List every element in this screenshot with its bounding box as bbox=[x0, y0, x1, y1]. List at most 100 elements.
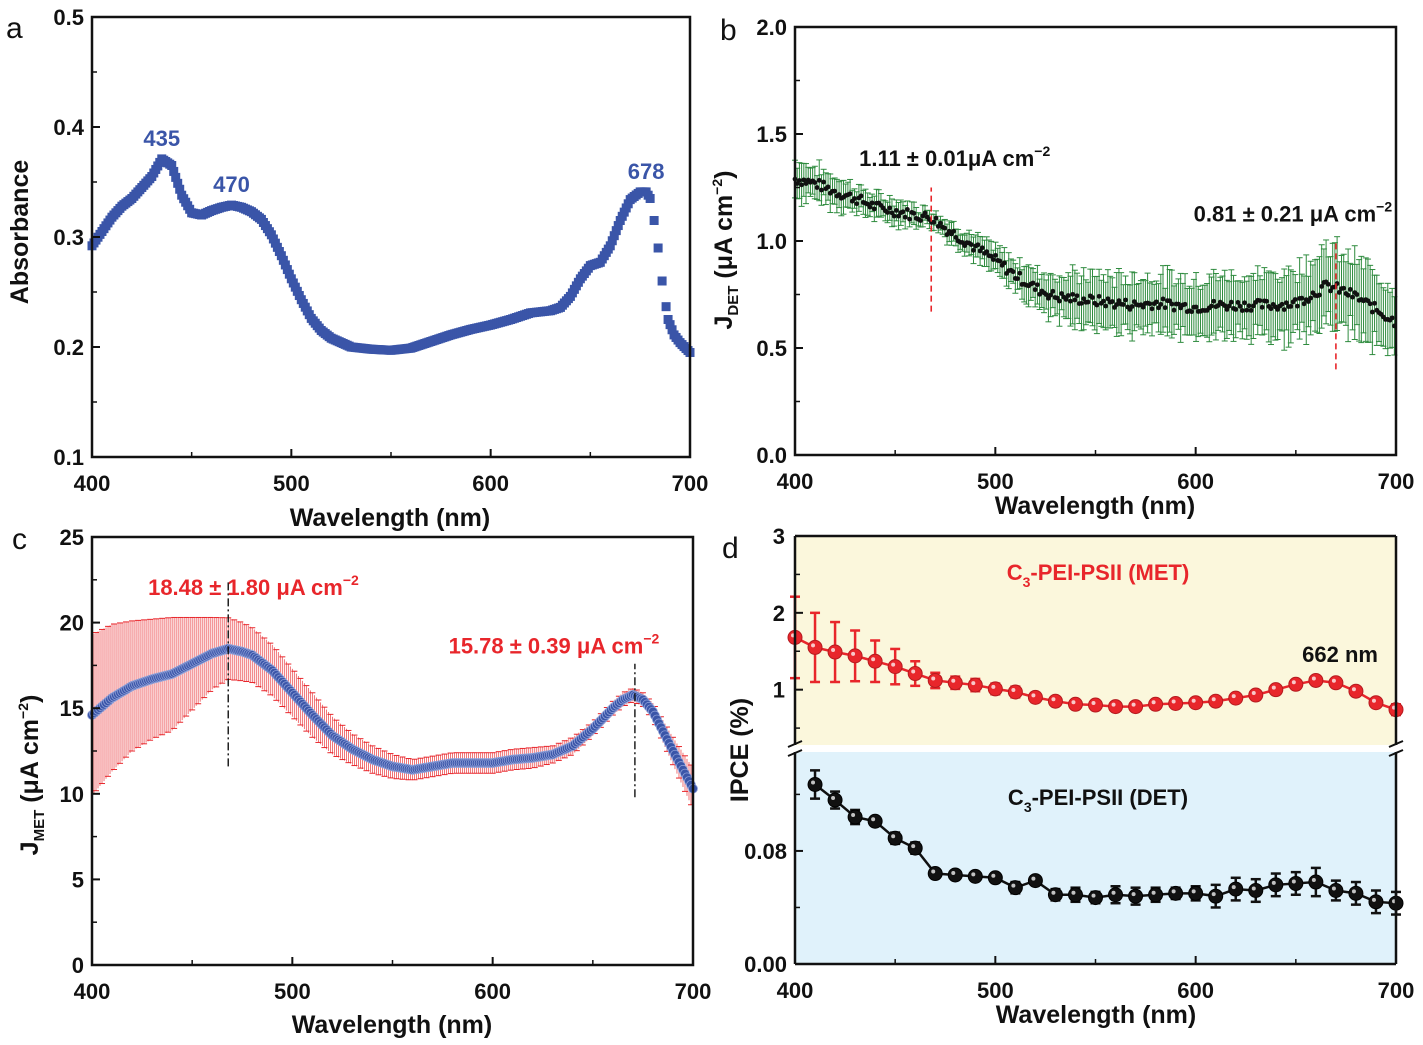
data-point bbox=[990, 257, 996, 263]
data-point bbox=[867, 813, 883, 829]
panel-letter-b: b bbox=[720, 14, 737, 47]
data-point-highlight bbox=[1011, 883, 1016, 888]
data-point bbox=[968, 242, 974, 247]
peak-label: 470 bbox=[213, 172, 250, 197]
data-point bbox=[816, 177, 822, 183]
data-point bbox=[1233, 307, 1239, 312]
data-point bbox=[1169, 301, 1175, 307]
data-point bbox=[1030, 280, 1036, 286]
data-point bbox=[284, 269, 294, 279]
data-point bbox=[814, 185, 820, 190]
data-point-highlight bbox=[811, 643, 816, 648]
data-point-highlight bbox=[1151, 700, 1156, 705]
data-point bbox=[1081, 296, 1087, 302]
data-point bbox=[836, 192, 842, 198]
x-tick-label: 500 bbox=[977, 978, 1014, 1003]
data-point bbox=[1147, 301, 1153, 307]
data-point bbox=[1108, 887, 1124, 903]
data-point-highlight bbox=[1111, 702, 1116, 707]
data-point bbox=[807, 639, 823, 655]
data-point bbox=[847, 809, 863, 825]
data-point bbox=[667, 325, 677, 335]
y-tick-label: 1 bbox=[773, 678, 785, 703]
data-point bbox=[867, 653, 883, 669]
data-point-highlight bbox=[1071, 890, 1076, 895]
data-point bbox=[922, 210, 928, 216]
data-point-highlight bbox=[1351, 687, 1356, 692]
data-point bbox=[1160, 296, 1166, 302]
data-point bbox=[1259, 304, 1265, 310]
data-point bbox=[987, 681, 1003, 697]
data-point bbox=[653, 243, 663, 253]
x-axis: 400 500 600 700 bbox=[777, 956, 1414, 1003]
data-point bbox=[1105, 296, 1111, 302]
data-point-highlight bbox=[1131, 892, 1136, 897]
data-point bbox=[1295, 303, 1300, 309]
data-point bbox=[1215, 303, 1221, 308]
data-point-highlight bbox=[1191, 889, 1196, 894]
data-point bbox=[1048, 292, 1054, 298]
data-point bbox=[801, 177, 807, 183]
data-point-highlight bbox=[951, 678, 956, 683]
data-point bbox=[902, 214, 908, 220]
data-point bbox=[1336, 290, 1342, 295]
data-point bbox=[282, 265, 292, 275]
x-tick-label: 500 bbox=[977, 469, 1014, 494]
data-point bbox=[1228, 881, 1244, 897]
data-point-highlight bbox=[1331, 886, 1336, 891]
x-tick-label: 500 bbox=[274, 979, 311, 1004]
data-point-highlight bbox=[891, 834, 896, 839]
y-axis: 1 2 3 0.00 0.08 bbox=[744, 524, 803, 977]
x-axis-title: Wavelength (nm) bbox=[995, 492, 1195, 520]
x-tick-label: 400 bbox=[777, 978, 814, 1003]
data-point bbox=[1128, 888, 1144, 904]
y-tick-label: 25 bbox=[60, 525, 84, 550]
x-tick-label: 700 bbox=[672, 471, 709, 496]
value-annotation: 18.48 ± 1.80 μA cm−2 bbox=[148, 572, 359, 600]
y-tick-label: 0.08 bbox=[744, 839, 787, 864]
data-point bbox=[1001, 260, 1007, 266]
data-point bbox=[1328, 883, 1344, 899]
data-point-highlight bbox=[911, 669, 916, 674]
data-point bbox=[1264, 298, 1269, 304]
data-point bbox=[1244, 307, 1250, 313]
data-point-highlight bbox=[1031, 876, 1036, 881]
peak-label: 435 bbox=[143, 126, 180, 151]
data-point bbox=[1047, 887, 1063, 903]
data-point bbox=[803, 181, 809, 187]
data-point bbox=[1317, 292, 1322, 298]
data-point-highlight bbox=[1231, 885, 1236, 890]
data-point bbox=[1154, 299, 1159, 305]
data-point bbox=[907, 216, 912, 222]
data-point bbox=[1079, 300, 1084, 306]
x-tick-label: 400 bbox=[74, 979, 111, 1004]
data-point bbox=[1341, 285, 1347, 291]
data-point bbox=[904, 207, 910, 212]
y-tick-label: 15 bbox=[60, 696, 84, 721]
data-point-highlight bbox=[1151, 890, 1156, 895]
data-point-highlight bbox=[1051, 890, 1056, 895]
data-point-highlight bbox=[1371, 698, 1376, 703]
data-point-highlight bbox=[1351, 889, 1356, 894]
data-point-highlight bbox=[1271, 880, 1276, 885]
data-point-highlight bbox=[871, 657, 876, 662]
data-point bbox=[1088, 890, 1103, 906]
data-point bbox=[1345, 292, 1351, 298]
data-point-highlight bbox=[1051, 697, 1056, 702]
data-point bbox=[1288, 303, 1294, 309]
data-point bbox=[661, 302, 671, 312]
data-point bbox=[1288, 875, 1304, 891]
data-point bbox=[1096, 293, 1102, 299]
data-point bbox=[931, 219, 937, 225]
data-point-highlight bbox=[1251, 691, 1256, 696]
data-point bbox=[988, 253, 994, 259]
data-point-highlight bbox=[1311, 878, 1316, 883]
panel-letter-d: d bbox=[722, 532, 739, 565]
data-point bbox=[1015, 276, 1020, 282]
data-point bbox=[1248, 687, 1264, 703]
axis-break-mark bbox=[787, 740, 803, 748]
x-tick-label: 600 bbox=[1177, 469, 1214, 494]
y-tick-label: 0.1 bbox=[53, 445, 84, 470]
data-point bbox=[867, 204, 873, 210]
data-point bbox=[1027, 873, 1043, 889]
